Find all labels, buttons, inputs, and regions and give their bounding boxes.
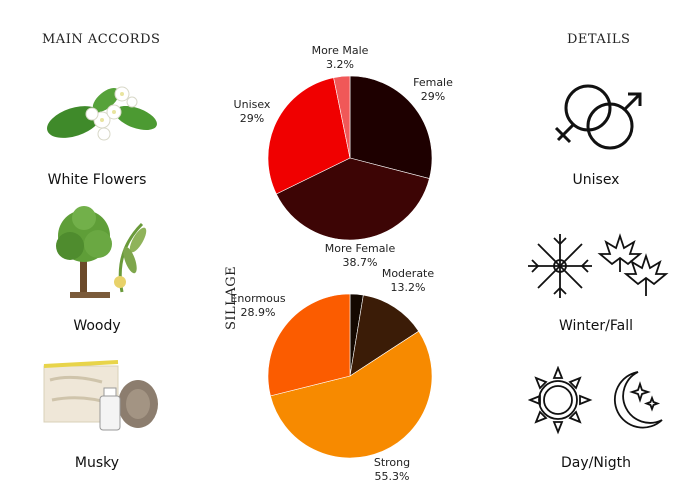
pie1-slice-female bbox=[349, 75, 433, 179]
accord-label-woody: Woody bbox=[73, 318, 121, 334]
main-accords-heading: MAIN ACCORDS bbox=[42, 32, 161, 47]
white-flowers-icon bbox=[47, 86, 157, 141]
accord-label-musky: Musky bbox=[74, 455, 120, 471]
pie1-value-more-male: 3.2% bbox=[326, 58, 354, 71]
pie2-slice-strong bbox=[270, 330, 433, 459]
pie1-slice-more-male bbox=[333, 75, 351, 159]
pie2-slice-enormous bbox=[267, 293, 351, 397]
pie1-slice-more-female bbox=[275, 157, 430, 241]
pie2-value-moderate: 13.2% bbox=[391, 281, 426, 294]
snowflake-maple-leaf-icon bbox=[528, 233, 669, 298]
detail-label-winter-fall: Winter/Fall bbox=[559, 318, 633, 334]
pie1-label-more-female: More Female bbox=[325, 242, 396, 255]
gender-symbols-icon bbox=[554, 84, 642, 150]
sillage-label: SILLAGE bbox=[224, 265, 239, 330]
pie2-value-strong: 55.3% bbox=[375, 470, 410, 483]
pie1-label-more-male: More Male bbox=[312, 44, 369, 57]
pie1-label-unisex: Unisex bbox=[234, 98, 271, 111]
detail-label-day-night: Day/Nigth bbox=[561, 455, 631, 471]
pie2-value-enormous: 28.9% bbox=[241, 306, 276, 319]
pie1-slice-unisex bbox=[267, 77, 351, 195]
pie1-label-female: Female bbox=[413, 76, 453, 89]
sun-moon-icon bbox=[528, 366, 663, 435]
detail-label-unisex: Unisex bbox=[572, 172, 620, 188]
accord-label-white-flowers: White Flowers bbox=[47, 172, 147, 188]
pie2-label-enormous: Enormous bbox=[230, 292, 285, 305]
details-heading: DETAILS bbox=[567, 32, 631, 47]
pie1-value-female: 29% bbox=[421, 90, 445, 103]
pie1-value-more-female: 38.7% bbox=[343, 256, 378, 269]
musk-icon bbox=[43, 360, 158, 431]
tree-icon bbox=[56, 206, 147, 298]
pie2-label-moderate: Moderate bbox=[382, 267, 435, 280]
pie1-value-unisex: 29% bbox=[240, 112, 264, 125]
pie2-slice-moderate bbox=[349, 294, 420, 377]
pie2-label-strong: Strong bbox=[374, 456, 410, 469]
